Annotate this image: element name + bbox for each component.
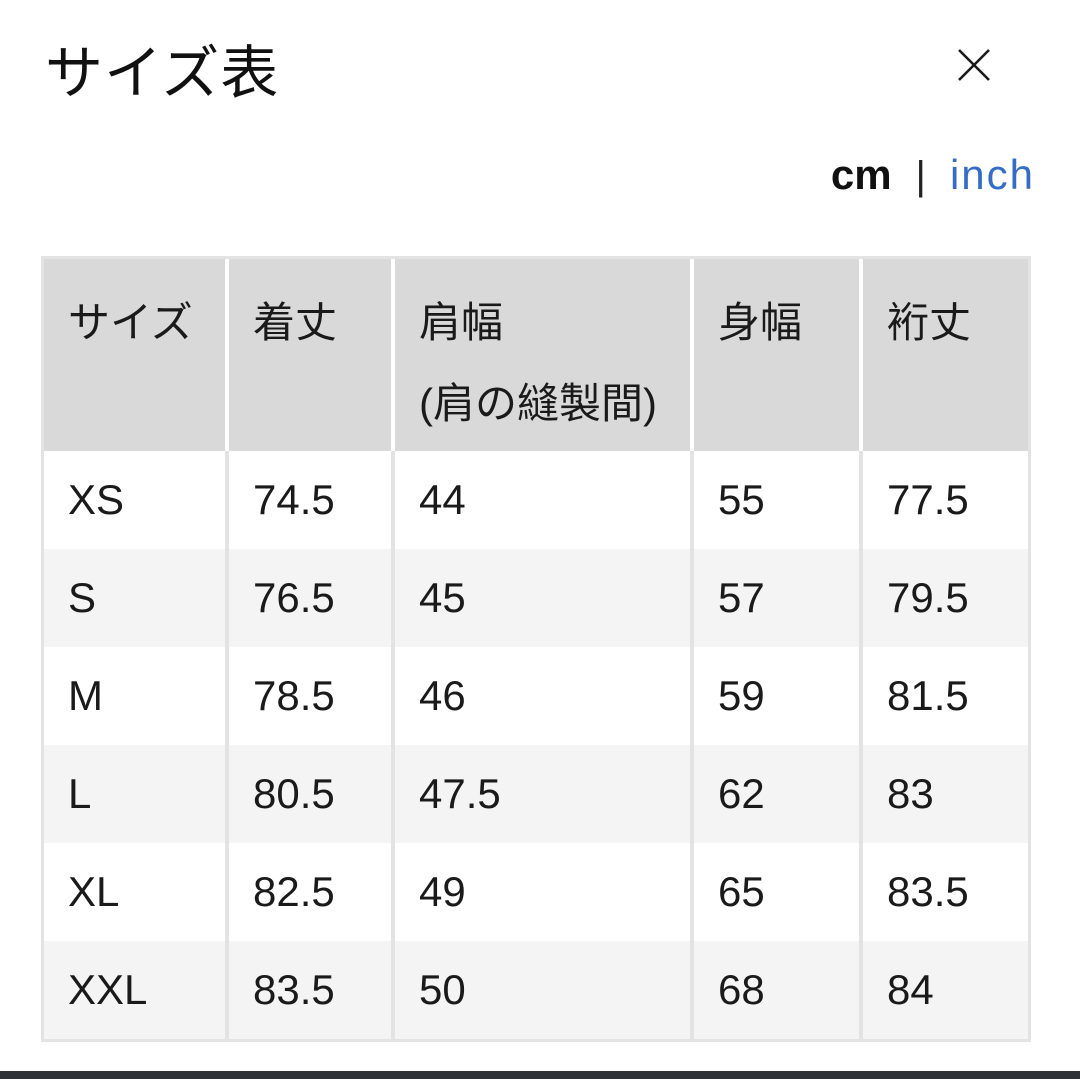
column-header-label: 身幅: [718, 299, 803, 346]
cell-value: 57: [690, 549, 859, 647]
column-header-label: 着丈: [253, 299, 338, 346]
table-header-row: サイズ 着丈 肩幅 (肩の縫製間) 身幅 裄丈: [44, 259, 1028, 451]
cell-size: XXL: [44, 941, 225, 1039]
unit-cm-button[interactable]: cm: [830, 151, 892, 198]
close-icon: [958, 49, 990, 81]
cell-size: M: [44, 647, 225, 745]
cell-value: 77.5: [859, 451, 1028, 549]
column-header-label: 裄丈: [887, 299, 972, 346]
column-header-label: サイズ: [68, 299, 193, 346]
column-header-chest-width: 身幅: [690, 259, 859, 451]
cell-value: 78.5: [225, 647, 391, 745]
table-row: M 78.5 46 59 81.5: [44, 647, 1028, 745]
cell-value: 83: [859, 745, 1028, 843]
cell-value: 76.5: [225, 549, 391, 647]
modal-title: サイズ表: [45, 41, 280, 106]
table-row: XL 82.5 49 65 83.5: [44, 843, 1028, 941]
cell-value: 62: [690, 745, 859, 843]
cell-size: XL: [44, 843, 225, 941]
cell-value: 74.5: [225, 451, 391, 549]
cell-value: 45: [391, 549, 690, 647]
cell-size: L: [44, 745, 225, 843]
unit-inch-link[interactable]: inch: [949, 151, 1035, 198]
column-header-body-length: 着丈: [225, 259, 391, 451]
column-header-shoulder-width: 肩幅 (肩の縫製間): [391, 259, 690, 451]
unit-separator: |: [915, 154, 926, 198]
cell-size: S: [44, 549, 225, 647]
cell-value: 47.5: [391, 745, 690, 843]
cell-value: 82.5: [225, 843, 391, 941]
cell-value: 59: [690, 647, 859, 745]
cell-value: 49: [391, 843, 690, 941]
column-header-label: 肩幅: [419, 299, 504, 346]
cell-value: 81.5: [859, 647, 1028, 745]
table-row: XS 74.5 44 55 77.5: [44, 451, 1028, 549]
column-header-sublabel: (肩の縫製間): [419, 380, 657, 427]
cell-value: 83.5: [859, 843, 1028, 941]
cell-value: 55: [690, 451, 859, 549]
column-header-sleeve-length: 裄丈: [859, 259, 1028, 451]
cell-size: XS: [44, 451, 225, 549]
table-row: S 76.5 45 57 79.5: [44, 549, 1028, 647]
cell-value: 46: [391, 647, 690, 745]
table-row: L 80.5 47.5 62 83: [44, 745, 1028, 843]
table-row: XXL 83.5 50 68 84: [44, 941, 1028, 1039]
bottom-edge-bar: [0, 1071, 1080, 1079]
cell-value: 79.5: [859, 549, 1028, 647]
close-button[interactable]: [952, 43, 996, 87]
cell-value: 44: [391, 451, 690, 549]
cell-value: 83.5: [225, 941, 391, 1039]
column-header-size: サイズ: [44, 259, 225, 451]
unit-toggle: cm | inch: [831, 150, 1035, 200]
cell-value: 68: [690, 941, 859, 1039]
cell-value: 84: [859, 941, 1028, 1039]
cell-value: 80.5: [225, 745, 391, 843]
size-table: サイズ 着丈 肩幅 (肩の縫製間) 身幅 裄丈 XS 74.5 44 55 77…: [41, 256, 1031, 1042]
cell-value: 65: [690, 843, 859, 941]
cell-value: 50: [391, 941, 690, 1039]
